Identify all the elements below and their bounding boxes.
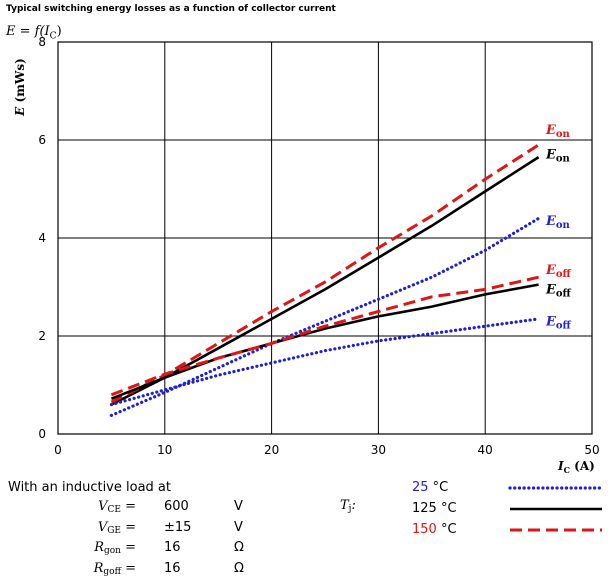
curve-label-symbol: E bbox=[545, 123, 557, 138]
curve-label-on-2: Eon bbox=[545, 214, 571, 231]
tj-sub: j bbox=[348, 504, 352, 514]
curve-label-on-0: Eon bbox=[545, 123, 571, 140]
tj-symbol: T bbox=[340, 498, 349, 513]
series-line-eoff-25 bbox=[109, 317, 541, 407]
condition-sub: goff bbox=[103, 566, 121, 577]
condition-value: 600 bbox=[164, 499, 189, 514]
temp-unit: °C bbox=[436, 522, 457, 537]
x-tick-label: 0 bbox=[54, 443, 62, 457]
condition-eq: = bbox=[120, 499, 136, 514]
x-tick-label: 30 bbox=[371, 443, 386, 457]
y-tick-label: 6 bbox=[38, 133, 46, 147]
x-axis-label: IC (A) bbox=[557, 459, 595, 475]
condition-symbol: R bbox=[93, 560, 104, 576]
condition-label: Rgon = bbox=[66, 540, 136, 556]
condition-sub: CE bbox=[107, 505, 121, 515]
x-tick-label: 40 bbox=[478, 443, 493, 457]
temp-legend-row: 150 °C bbox=[412, 522, 457, 537]
temp-legend-swatch bbox=[510, 507, 602, 511]
curve-label-off-4: Eoff bbox=[545, 282, 572, 299]
temp-legend-row: 125 °C bbox=[412, 501, 457, 516]
curve-label-symbol: E bbox=[545, 282, 557, 297]
tj-suffix: : bbox=[351, 498, 356, 513]
condition-eq: = bbox=[120, 540, 136, 555]
condition-symbol: V bbox=[97, 519, 108, 535]
temp-unit: °C bbox=[436, 501, 457, 516]
y-tick-label: 2 bbox=[38, 329, 46, 343]
curve-label-sub: off bbox=[556, 269, 572, 280]
condition-eq: = bbox=[120, 560, 136, 576]
curve-label-on-1: Eon bbox=[545, 148, 571, 165]
curve-label-symbol: E bbox=[545, 148, 557, 163]
x-axis-sub: C bbox=[564, 465, 570, 475]
series-line-eoff-150 bbox=[110, 275, 539, 397]
curve-label-off-5: Eoff bbox=[545, 314, 572, 331]
conditions-panel: With an inductive load at VCE = 600 V VGE =… bbox=[0, 478, 608, 588]
function-sub: C bbox=[49, 31, 57, 42]
condition-unit: V bbox=[234, 499, 243, 514]
condition-label: VCE = bbox=[66, 499, 136, 515]
condition-sub: gon bbox=[103, 546, 121, 556]
y-axis-unit: (mWs) bbox=[13, 58, 27, 102]
condition-symbol: R bbox=[94, 540, 104, 555]
function-label: E = f(IC) bbox=[6, 24, 62, 42]
series-line-eoff-125 bbox=[110, 283, 539, 400]
temp-legend-row: 25 °C bbox=[412, 480, 448, 495]
condition-unit: Ω bbox=[234, 540, 244, 555]
curve-label-off-3: Eoff bbox=[545, 263, 572, 280]
temp-value: 125 bbox=[412, 501, 437, 516]
axes: 0 10 20 30 40 50 0 2 4 6 8 E (mWs) IC (A) bbox=[13, 35, 600, 475]
condition-label: Rgoff = bbox=[66, 561, 136, 577]
x-axis-unit: (A) bbox=[570, 459, 595, 473]
function-var: I bbox=[44, 24, 50, 39]
y-tick-label: 4 bbox=[38, 231, 46, 245]
condition-sub: GE bbox=[107, 525, 121, 536]
condition-unit: V bbox=[234, 519, 243, 535]
condition-value: 16 bbox=[164, 540, 181, 555]
x-axis-symbol: I bbox=[557, 459, 564, 473]
temp-unit: °C bbox=[428, 480, 449, 495]
grid bbox=[58, 42, 592, 434]
conditions-heading: With an inductive load at bbox=[8, 480, 171, 495]
function-prefix: E = f( bbox=[6, 24, 45, 39]
x-tick-label: 10 bbox=[157, 443, 172, 457]
y-tick-label: 8 bbox=[38, 35, 46, 49]
y-axis-label: E (mWs) bbox=[13, 58, 27, 117]
curve-label-sub: on bbox=[556, 220, 571, 231]
curve-label-symbol: E bbox=[545, 263, 557, 278]
plot-frame bbox=[57, 41, 593, 435]
condition-value: ±15 bbox=[164, 519, 192, 535]
curve-label-sub: on bbox=[556, 154, 571, 165]
series-line-eon-150 bbox=[110, 143, 540, 404]
condition-value: 16 bbox=[164, 560, 181, 576]
tj-label: Tj: bbox=[340, 498, 356, 514]
curve-label-symbol: E bbox=[545, 214, 557, 229]
condition-unit: Ω bbox=[234, 560, 244, 576]
curve-label-sub: on bbox=[556, 129, 571, 140]
temp-value: 25 bbox=[412, 480, 429, 495]
y-axis-symbol: E bbox=[13, 102, 27, 116]
series-line-eon-25 bbox=[109, 216, 541, 417]
function-suffix: ) bbox=[56, 24, 62, 39]
temp-value: 150 bbox=[412, 522, 437, 537]
condition-symbol: V bbox=[98, 499, 108, 514]
y-tick-label: 0 bbox=[38, 427, 46, 441]
temp-legend-swatch bbox=[510, 528, 602, 532]
temp-legend-swatch bbox=[508, 486, 604, 490]
condition-eq: = bbox=[120, 519, 136, 535]
series-group bbox=[109, 143, 541, 417]
chart-title: Typical switching energy losses as a fun… bbox=[6, 4, 336, 14]
x-tick-label: 50 bbox=[584, 443, 599, 457]
condition-label: VGE = bbox=[66, 520, 136, 536]
x-tick-label: 20 bbox=[264, 443, 279, 457]
curve-label-sub: off bbox=[556, 320, 572, 331]
curve-label-symbol: E bbox=[545, 314, 557, 329]
curve-label-sub: off bbox=[556, 288, 572, 299]
